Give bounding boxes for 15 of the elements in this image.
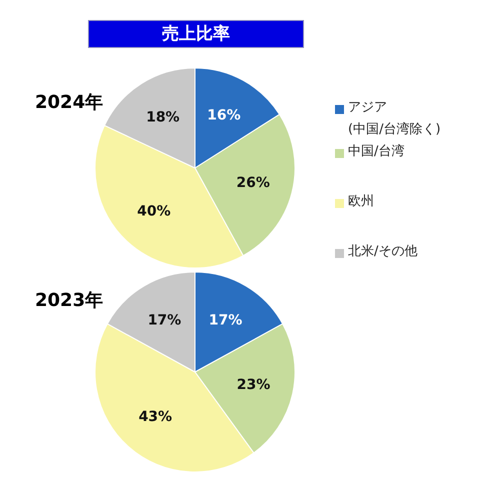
data-label: 17% [208,312,242,328]
legend-label: 中国/台湾 [348,143,406,161]
data-label: 23% [236,377,270,394]
data-label: 40% [137,204,171,220]
data-label: 43% [138,409,172,426]
chart-title: 売上比率 [88,20,304,48]
text: 2023年 [35,289,104,312]
legend-label: 北米/その他 [348,243,418,261]
data-label: 18% [146,109,180,126]
data-label: 26% [236,174,270,191]
text: 2024年 [35,91,104,114]
legend-label: 欧州 [348,193,375,211]
legend-label: アジア (中国/台湾除く) [348,99,442,139]
data-label: 17% [148,312,182,328]
data-label: 16% [207,107,241,124]
